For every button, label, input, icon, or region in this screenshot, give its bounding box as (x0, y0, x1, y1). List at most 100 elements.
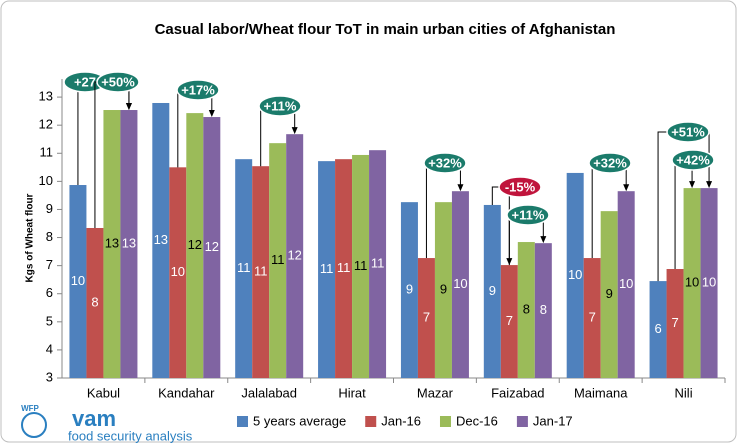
y-tick-label: 8 (46, 229, 53, 244)
x-tick-label: Kandahar (158, 385, 215, 400)
x-tick-label: Hirat (338, 385, 366, 400)
annotation-text: +50% (101, 74, 135, 89)
arrow-head (208, 110, 215, 118)
value-label: 6 (654, 321, 661, 336)
bar (252, 166, 270, 378)
bar (69, 185, 87, 378)
value-label: 10 (702, 274, 716, 289)
annotation-bubble (671, 149, 715, 171)
legend-label: Jan-17 (533, 413, 573, 428)
legend-label: Dec-16 (456, 413, 498, 428)
arrow-head (689, 181, 696, 189)
value-label: 8 (540, 302, 547, 317)
bar (417, 258, 435, 378)
bar (517, 242, 535, 378)
bar (369, 150, 387, 378)
bar (269, 143, 287, 378)
y-tick-label: 10 (39, 173, 53, 188)
value-label: 11 (237, 260, 251, 275)
annotation-bubble (96, 71, 140, 93)
arrow-head (291, 127, 298, 135)
annotation-bubble (176, 79, 220, 101)
arrow-head (540, 236, 547, 244)
chart-title: Casual labor/Wheat flour ToT in main urb… (155, 21, 616, 38)
bar (534, 243, 552, 378)
legend-swatch (365, 416, 377, 427)
y-tick-label: 12 (39, 117, 53, 132)
arrow-head (623, 184, 630, 192)
arrow-head (125, 103, 132, 111)
value-label: 11 (337, 260, 351, 275)
logo-name: vam (72, 406, 116, 431)
value-label: 9 (440, 282, 447, 297)
value-label: 10 (619, 276, 633, 291)
bar (500, 265, 518, 378)
bar (451, 191, 469, 378)
annotation-text: +27 (74, 74, 96, 89)
x-tick-label: Kabul (87, 385, 120, 400)
annotation-text: +11% (512, 207, 545, 222)
bar (103, 110, 121, 378)
bar (335, 159, 353, 378)
annotation-bubble (258, 95, 302, 117)
value-label: 11 (320, 261, 334, 276)
value-label: 11 (254, 264, 268, 279)
annotation-bubble (588, 152, 632, 174)
bar (186, 113, 204, 379)
value-label: 7 (506, 313, 513, 328)
value-label: 13 (105, 235, 119, 250)
y-tick-label: 4 (46, 341, 53, 356)
y-tick-label: 9 (46, 201, 53, 216)
annotation-bubble (666, 121, 710, 143)
bar (318, 161, 336, 378)
annotation-text: +51% (671, 124, 705, 139)
value-label: 7 (671, 315, 678, 330)
bar (203, 117, 221, 378)
bar (120, 110, 138, 378)
bar (583, 258, 601, 378)
value-label: 11 (271, 252, 285, 267)
annotation-text: +17% (181, 82, 215, 97)
y-tick-label: 13 (39, 89, 53, 104)
arrow-head (457, 184, 464, 192)
bar (235, 159, 253, 378)
value-label: 13 (122, 235, 136, 250)
value-label: 12 (188, 237, 202, 252)
bar (566, 172, 584, 378)
value-label: 11 (354, 258, 368, 273)
value-label: 8 (91, 294, 98, 309)
bar (352, 154, 370, 378)
annotation-text: +42% (676, 152, 710, 167)
annotation-text: +32% (593, 155, 627, 170)
value-label: 7 (589, 309, 596, 324)
bar (700, 188, 718, 378)
value-label: 10 (568, 267, 582, 282)
annotation-bubble (423, 152, 467, 174)
value-label: 13 (154, 232, 168, 247)
logo-emblem (21, 412, 47, 438)
legend-swatch (237, 416, 248, 427)
legend-swatch (516, 416, 528, 427)
bar (286, 134, 304, 378)
annotation-bubble (506, 204, 550, 226)
bar (400, 202, 418, 378)
x-tick-label: Maimana (574, 385, 628, 400)
y-tick-label: 7 (46, 257, 53, 272)
value-label: 12 (287, 248, 301, 263)
value-label: 10 (453, 276, 467, 291)
annotation-text: +11% (264, 98, 297, 113)
bar (617, 191, 635, 378)
annotation-text: +32% (428, 155, 462, 170)
y-tick-label: 11 (40, 145, 54, 160)
annotation-text: -15% (505, 179, 536, 194)
logo-org: WFP (21, 404, 39, 413)
value-label: 10 (71, 273, 85, 288)
y-tick-label: 6 (46, 285, 53, 300)
value-label: 7 (423, 309, 430, 324)
bar (649, 281, 667, 378)
bar (600, 211, 618, 378)
legend-label: 5 years average (253, 413, 346, 428)
bar (169, 167, 187, 378)
x-tick-label: Faizabad (491, 385, 544, 400)
